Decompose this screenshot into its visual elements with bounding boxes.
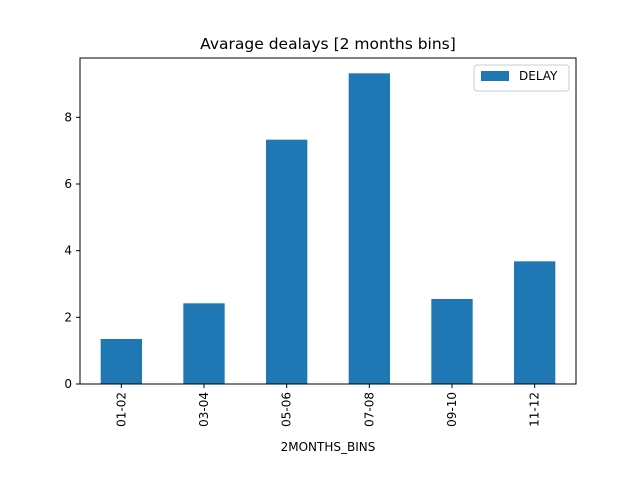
legend: DELAY <box>473 64 570 92</box>
x-tick-label: 05-06 <box>280 392 294 427</box>
bar-09-10 <box>431 299 473 384</box>
legend-swatch <box>481 71 509 81</box>
x-tick-label: 07-08 <box>362 392 376 427</box>
bar-07-08 <box>348 73 390 384</box>
x-tick-label: 09-10 <box>445 392 459 427</box>
x-tick-label: 03-04 <box>197 392 211 427</box>
bar-11-12 <box>514 261 556 384</box>
bar-05-06 <box>266 139 308 384</box>
y-tick-label: 0 <box>64 377 72 391</box>
chart-title: Avarage dealays [2 months bins] <box>200 35 456 53</box>
y-tick-label: 8 <box>64 110 72 124</box>
x-axis-label: 2MONTHS_BINS <box>281 440 376 454</box>
y-tick-label: 2 <box>64 310 72 324</box>
y-tick-label: 4 <box>64 244 72 258</box>
x-tick-label: 01-02 <box>114 392 128 427</box>
y-tick-label: 6 <box>64 177 72 191</box>
bar-01-02 <box>100 339 142 384</box>
bar-03-04 <box>183 303 225 384</box>
legend-label: DELAY <box>519 69 558 83</box>
plot-frame <box>79 57 577 385</box>
x-tick-label: 11-12 <box>528 392 542 427</box>
axes-layer: 0 2 4 6 8 01-02 03-04 05-06 07-08 09-10 11-12 <box>64 57 577 427</box>
bars-layer <box>100 73 556 384</box>
